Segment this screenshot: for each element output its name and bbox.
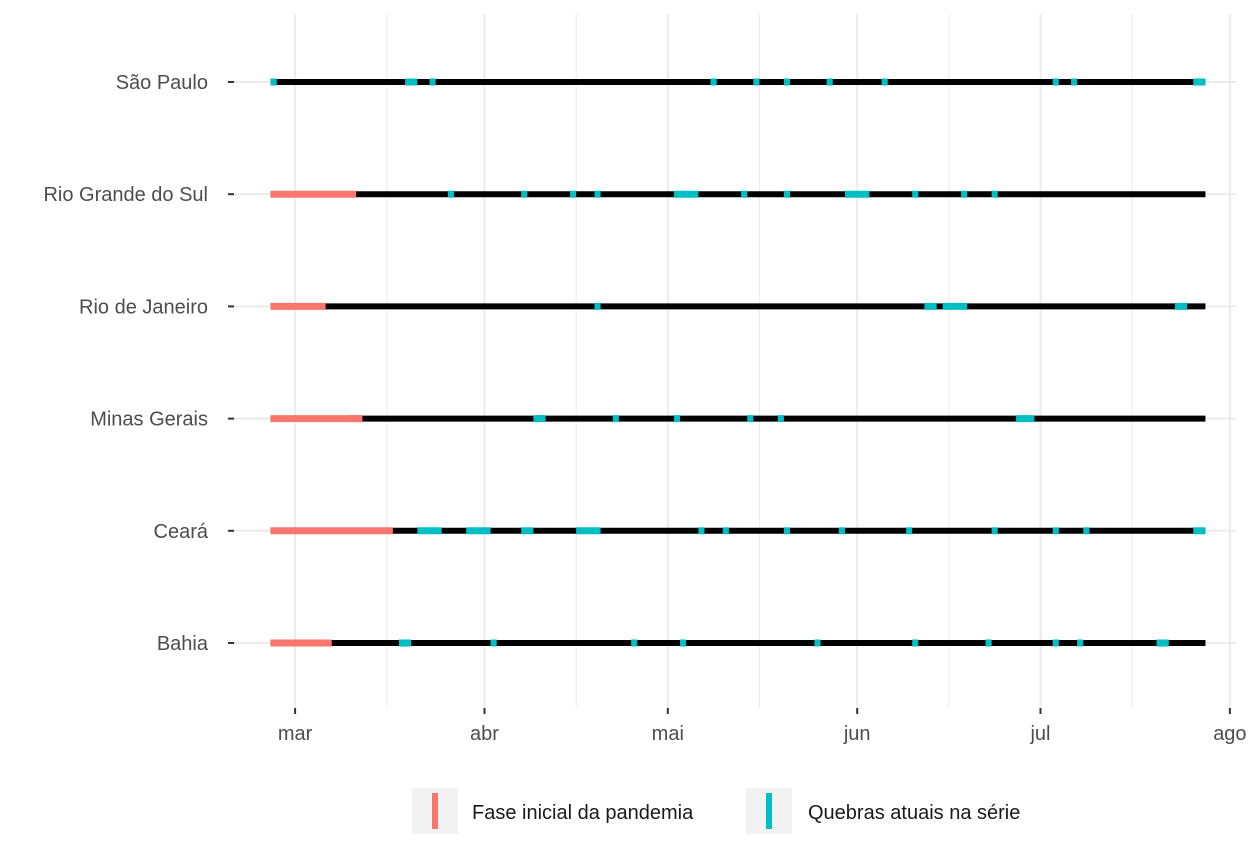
axis-layer: mar abr mai jun jul ago São Paulo Rio Grande do…: [43, 72, 1246, 745]
legend-key-fase-inicial: [432, 793, 438, 829]
x-tick-label: mai: [652, 723, 684, 745]
grid-layer: [234, 14, 1236, 708]
y-tick-label-rio-de-janeiro: Rio de Janeiro: [79, 296, 208, 318]
y-tick-label-minas-gerais: Minas Gerais: [90, 409, 208, 431]
x-tick-label: ago: [1213, 723, 1246, 745]
x-tick-label: mar: [278, 723, 313, 745]
y-tick-label-rio-grande-do-sul: Rio Grande do Sul: [43, 184, 208, 206]
legend-label-quebras: Quebras atuais na série: [808, 802, 1020, 824]
series-layer: [270, 78, 1206, 647]
x-tick-label: jun: [843, 723, 871, 745]
legend: Fase inicial da pandemia Quebras atuais …: [412, 788, 1020, 834]
y-tick-label-sao-paulo: São Paulo: [116, 72, 208, 94]
x-tick-label: jul: [1029, 723, 1050, 745]
legend-key-quebras: [766, 793, 772, 829]
legend-label-fase-inicial: Fase inicial da pandemia: [472, 802, 694, 824]
x-tick-label: abr: [470, 723, 499, 745]
y-tick-label-bahia: Bahia: [157, 633, 209, 655]
y-tick-label-ceara: Ceará: [154, 521, 209, 543]
